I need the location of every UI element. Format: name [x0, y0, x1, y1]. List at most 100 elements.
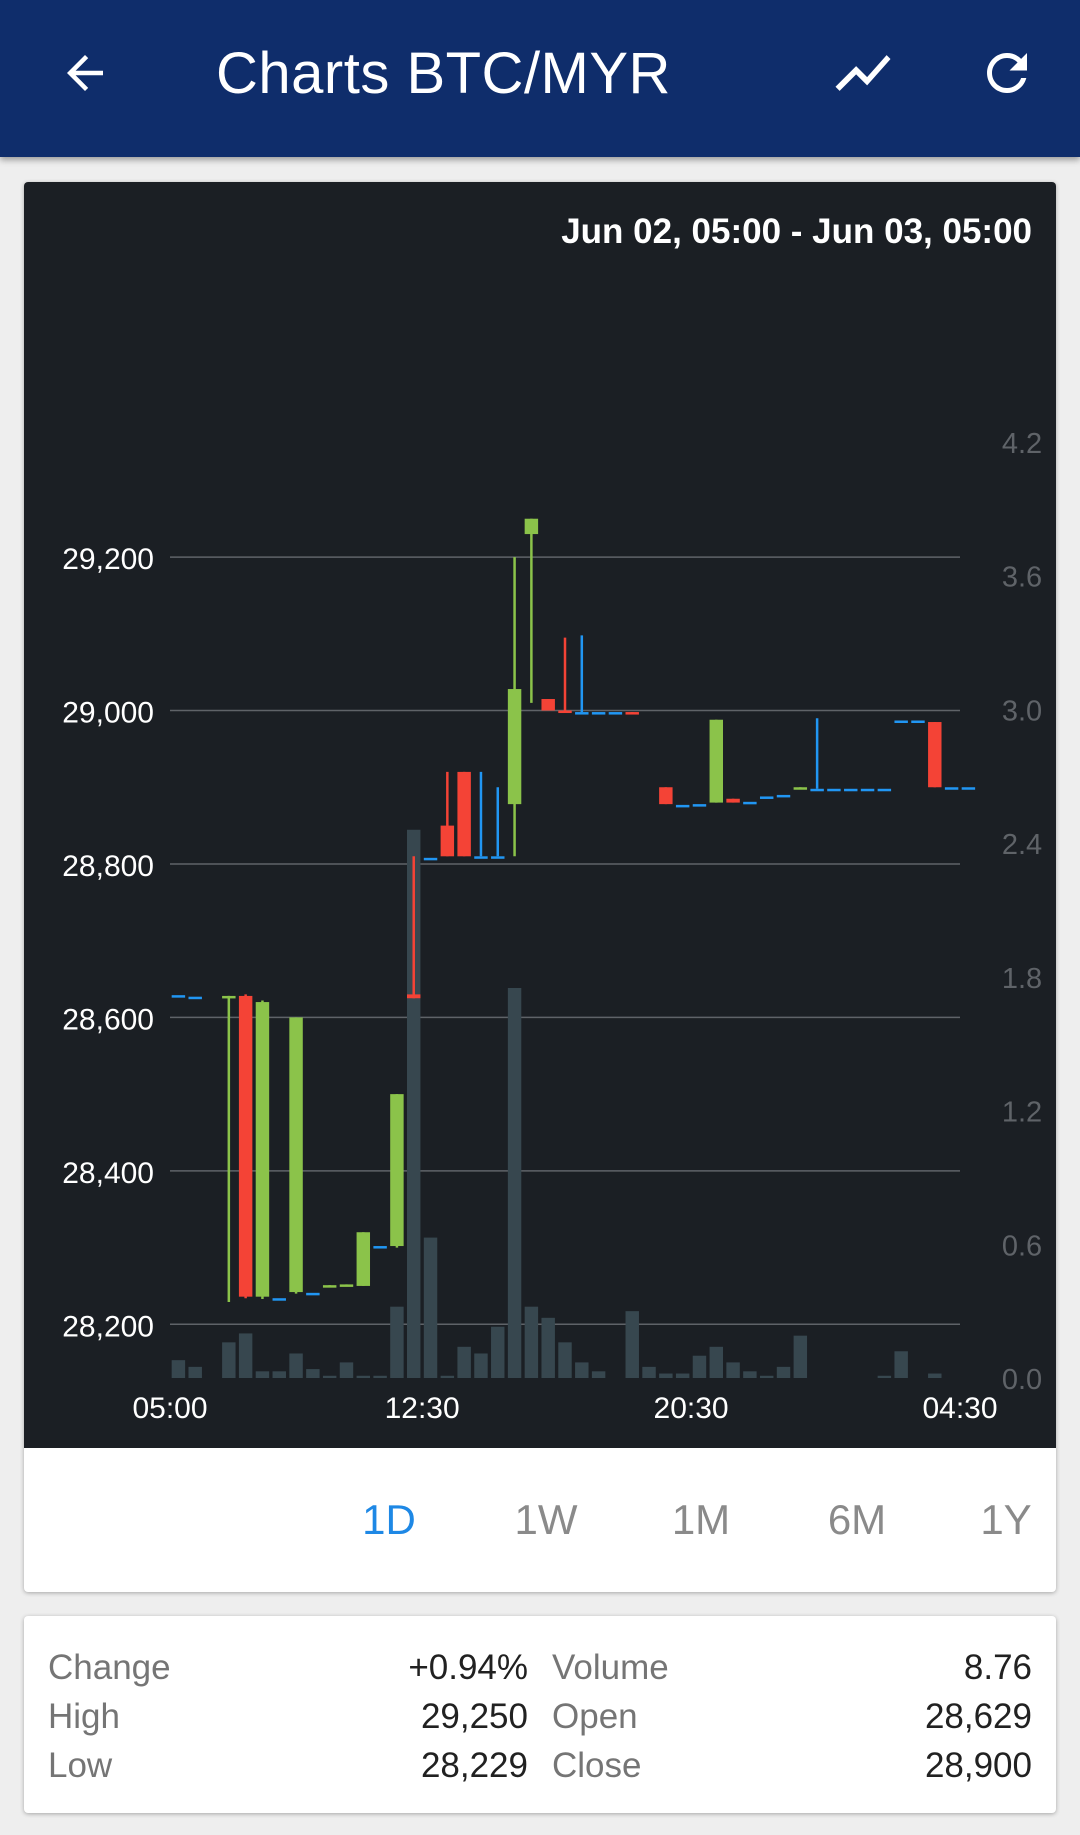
candle-body: [322, 1285, 337, 1288]
high-label: High: [48, 1697, 120, 1736]
volume-tick-label: 3.6: [1002, 562, 1042, 594]
y-tick-label: 29,000: [62, 697, 154, 730]
volume-bar: [339, 1362, 354, 1378]
candle-body: [171, 995, 186, 998]
candle-body: [692, 804, 707, 807]
x-tick-label: 12:30: [385, 1392, 460, 1425]
volume-value: 8.76: [963, 1648, 1032, 1687]
volume-label: Volume: [552, 1648, 669, 1687]
volume-bar: [776, 1366, 791, 1378]
change-label: Change: [48, 1648, 171, 1687]
volume-bar: [642, 1366, 656, 1378]
candle-body: [541, 699, 555, 711]
y-tick-label: 28,400: [62, 1157, 154, 1190]
candle-body: [255, 1002, 270, 1297]
candle-body: [844, 788, 858, 792]
volume-bar: [373, 1375, 387, 1378]
volume-bar: [675, 1373, 690, 1378]
y-tick-label: 28,200: [62, 1310, 154, 1343]
volume-tick-label: 0.0: [1002, 1364, 1042, 1396]
candle-body: [188, 996, 202, 1000]
candle-body: [524, 518, 539, 535]
volume-bar: [558, 1342, 572, 1378]
candle-body: [675, 804, 690, 808]
candle-body: [894, 720, 908, 723]
tab-6m[interactable]: 6M: [827, 1496, 887, 1543]
candle-body: [793, 787, 808, 790]
arrow-left-icon: [67, 55, 103, 91]
candle-body: [743, 801, 757, 805]
volume-bar: [793, 1335, 808, 1378]
volume-bar: [726, 1362, 740, 1378]
close-value: 28,900: [924, 1746, 1032, 1785]
y-tick-label: 28,600: [62, 1003, 154, 1036]
back-button[interactable]: [42, 30, 128, 116]
tab-1y[interactable]: 1Y: [980, 1496, 1032, 1543]
candle-body: [810, 788, 824, 792]
candle-body: [759, 796, 774, 799]
candle-body: [575, 712, 589, 715]
volume-bar: [356, 1375, 371, 1378]
volume-bar: [306, 1369, 320, 1378]
date-range-label: Jun 02, 05:00 - Jun 03, 05:00: [561, 212, 1032, 251]
candle-body: [272, 1298, 286, 1301]
volume-bar: [759, 1375, 774, 1378]
volume-bar: [659, 1373, 673, 1378]
volume-bar: [877, 1375, 892, 1378]
y-tick-label: 28,800: [62, 850, 154, 883]
candle-body: [776, 794, 791, 798]
chart-card: 28,200 28,400 28,600 28,800 29,000 29,200 0.0 0…: [24, 182, 1056, 1592]
candlestick-chart[interactable]: 28,200 28,400 28,600 28,800 29,000 29,200 0.0 0…: [24, 182, 1056, 1448]
candle-body: [423, 857, 438, 861]
candle-body: [726, 798, 740, 803]
volume-bar: [272, 1371, 286, 1378]
candle-body: [608, 712, 623, 715]
volume-bar: [222, 1342, 236, 1378]
volume-bar: [238, 1333, 253, 1378]
open-label: Open: [552, 1697, 638, 1736]
candle-body: [507, 689, 522, 805]
x-tick-label: 04:30: [922, 1392, 997, 1425]
candle-body: [440, 825, 455, 857]
x-tick-label: 05:00: [132, 1392, 207, 1425]
high-value: 29,250: [420, 1697, 528, 1736]
candle-body: [373, 1246, 387, 1249]
volume-tick-label: 0.6: [1002, 1230, 1042, 1262]
candle-body: [390, 1094, 404, 1247]
low-value: 28,229: [420, 1746, 528, 1785]
tab-1d[interactable]: 1D: [362, 1496, 416, 1543]
volume-bar: [255, 1371, 270, 1378]
stats-card: Change +0.94% Volume 8.76 High 29,250 Op…: [24, 1616, 1056, 1813]
candle-body: [659, 787, 673, 805]
refresh-icon: [987, 53, 1027, 93]
candle-body: [591, 712, 606, 715]
candle-body: [339, 1284, 354, 1287]
volume-bar: [171, 1360, 186, 1378]
volume-bar: [928, 1373, 942, 1378]
trend-line-icon: [835, 55, 891, 91]
candle-body: [289, 1017, 303, 1293]
time-range-tabs: 1D 1W 1M 6M 1Y: [24, 1448, 1056, 1592]
candle-body: [491, 856, 505, 859]
candle-body: [457, 771, 471, 857]
tab-1m[interactable]: 1M: [671, 1496, 731, 1543]
volume-bar: [591, 1371, 606, 1378]
page-title: Charts BTC/MYR: [216, 41, 671, 106]
volume-bar: [474, 1353, 488, 1378]
volume-bar: [743, 1371, 757, 1378]
refresh-button[interactable]: [964, 30, 1050, 116]
chart-canvas: 28,20028,40028,60028,80029,00029,2000.00…: [62, 428, 1042, 1425]
volume-bar: [188, 1366, 202, 1378]
change-value: +0.94%: [408, 1648, 528, 1687]
volume-bar: [407, 829, 421, 1378]
candle-body: [944, 787, 959, 790]
y-tick-label: 29,200: [62, 543, 154, 576]
volume-bar: [423, 1237, 438, 1378]
volume-bar: [507, 988, 522, 1378]
volume-tick-label: 4.2: [1002, 428, 1042, 460]
volume-bar: [440, 1375, 455, 1378]
volume-bar: [457, 1346, 471, 1378]
tab-1w[interactable]: 1W: [514, 1496, 578, 1543]
candle-body: [306, 1292, 320, 1296]
chart-type-button[interactable]: [820, 30, 906, 116]
